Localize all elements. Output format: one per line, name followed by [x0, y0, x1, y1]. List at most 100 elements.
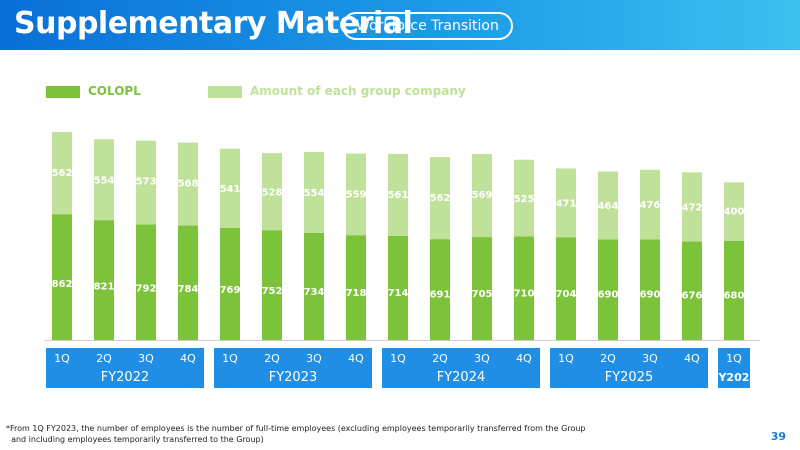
data-label-group: 476 — [640, 200, 661, 211]
data-label-colopl: 734 — [304, 287, 325, 298]
bar-group — [220, 148, 240, 228]
chart-legend: COLOPL Amount of each group company — [46, 84, 466, 100]
data-label-colopl: 690 — [598, 290, 619, 301]
bar-group — [598, 171, 618, 240]
header-banner: Supplementary Material Workforce Transit… — [0, 0, 800, 50]
bar-group — [346, 153, 366, 236]
bar-group — [724, 182, 744, 241]
bar-colopl — [556, 237, 576, 340]
bar-colopl — [304, 232, 324, 340]
legend-label-group: Amount of each group company — [250, 84, 466, 98]
bar-group — [556, 168, 576, 238]
tick-label: 1Q — [222, 352, 238, 365]
data-label-colopl: 680 — [724, 290, 745, 301]
data-label-group: 472 — [682, 202, 703, 213]
bar-group — [388, 153, 408, 236]
data-label-group: 569 — [472, 190, 493, 201]
tick-label: 1Q — [54, 352, 70, 365]
axis-band-fy2025 — [550, 348, 708, 388]
bar-colopl — [94, 220, 114, 340]
bar-colopl — [514, 236, 534, 340]
axis-band-fy2026 — [718, 348, 750, 388]
bar-colopl — [178, 225, 198, 340]
legend-swatch-colopl — [46, 86, 80, 98]
data-label-group: 464 — [598, 201, 619, 212]
page-number: 39 — [770, 430, 786, 443]
data-label-group: 400 — [724, 206, 745, 217]
legend-swatch-group — [208, 86, 242, 98]
bar-colopl — [346, 235, 366, 340]
data-label-colopl: 691 — [430, 290, 451, 301]
bar-colopl — [220, 227, 240, 340]
data-label-group: 562 — [52, 168, 73, 179]
fiscal-year-label: FY2026 — [711, 371, 757, 384]
data-label-group: 471 — [556, 198, 577, 209]
bar-group — [94, 139, 114, 221]
fiscal-year-label: FY2023 — [269, 370, 318, 385]
legend-label-colopl: COLOPL — [88, 84, 141, 98]
data-label-colopl: 704 — [556, 289, 577, 300]
data-label-group: 554 — [304, 188, 325, 199]
bar-group — [52, 132, 72, 215]
bar-colopl — [472, 237, 492, 340]
data-label-colopl: 784 — [178, 284, 199, 295]
bar-colopl — [52, 214, 72, 340]
tick-label: 1Q — [558, 352, 574, 365]
tick-label: 2Q — [264, 352, 280, 365]
bar-group — [430, 157, 450, 240]
data-label-group: 561 — [388, 190, 409, 201]
bar-group — [178, 142, 198, 226]
bar-group — [136, 140, 156, 225]
tick-label: 2Q — [96, 352, 112, 365]
data-label-colopl: 769 — [220, 285, 241, 296]
data-label-group: 568 — [178, 179, 199, 190]
axis-band-fy2024 — [382, 348, 540, 388]
tick-label: 3Q — [138, 352, 154, 365]
tick-label: 1Q — [390, 352, 406, 365]
data-label-group: 559 — [346, 190, 367, 201]
tick-label: 3Q — [306, 352, 322, 365]
bar-colopl — [682, 241, 702, 340]
data-label-group: 573 — [136, 177, 157, 188]
data-label-colopl: 710 — [514, 288, 535, 299]
bar-colopl — [430, 239, 450, 340]
data-label-colopl: 821 — [94, 282, 115, 293]
axis-band-fy2023 — [214, 348, 372, 388]
data-label-colopl: 752 — [262, 286, 283, 297]
data-label-colopl: 718 — [346, 288, 367, 299]
data-label-colopl: 690 — [640, 290, 661, 301]
tick-label: 2Q — [600, 352, 616, 365]
tick-label: 4Q — [180, 352, 196, 365]
data-label-colopl: 862 — [52, 279, 73, 290]
tick-label: 4Q — [516, 352, 532, 365]
bar-colopl — [136, 224, 156, 340]
data-label-group: 562 — [430, 193, 451, 204]
data-label-colopl: 792 — [136, 283, 157, 294]
axis-band-fy2022 — [46, 348, 204, 388]
stacked-bar-chart: 862 562 821 554 792 573 784 568 769 541 752 528 734 5… — [44, 132, 760, 388]
tick-label: 1Q — [726, 352, 742, 365]
data-label-colopl: 714 — [388, 288, 409, 299]
tick-label: 2Q — [432, 352, 448, 365]
tick-label: 4Q — [684, 352, 700, 365]
tick-label: 3Q — [474, 352, 490, 365]
footnote: *From 1Q FY2023, the number of employees… — [6, 424, 586, 444]
bar-colopl — [598, 239, 618, 340]
data-label-group: 528 — [262, 188, 283, 199]
data-label-group: 541 — [220, 184, 241, 195]
bar-colopl — [640, 239, 660, 340]
bar-group — [514, 159, 534, 237]
section-badge: Workforce Transition — [342, 12, 513, 40]
bar-colopl — [262, 230, 282, 340]
data-label-colopl: 705 — [472, 289, 493, 300]
bar-group — [262, 153, 282, 231]
bar-group — [472, 153, 492, 238]
bar-colopl — [724, 240, 744, 340]
fiscal-year-label: FY2022 — [101, 370, 150, 385]
fiscal-year-label: FY2024 — [437, 370, 486, 385]
tick-label: 4Q — [348, 352, 364, 365]
bar-colopl — [388, 235, 408, 340]
bar-group — [640, 169, 660, 240]
fiscal-year-label: FY2025 — [605, 370, 654, 385]
tick-label: 3Q — [642, 352, 658, 365]
